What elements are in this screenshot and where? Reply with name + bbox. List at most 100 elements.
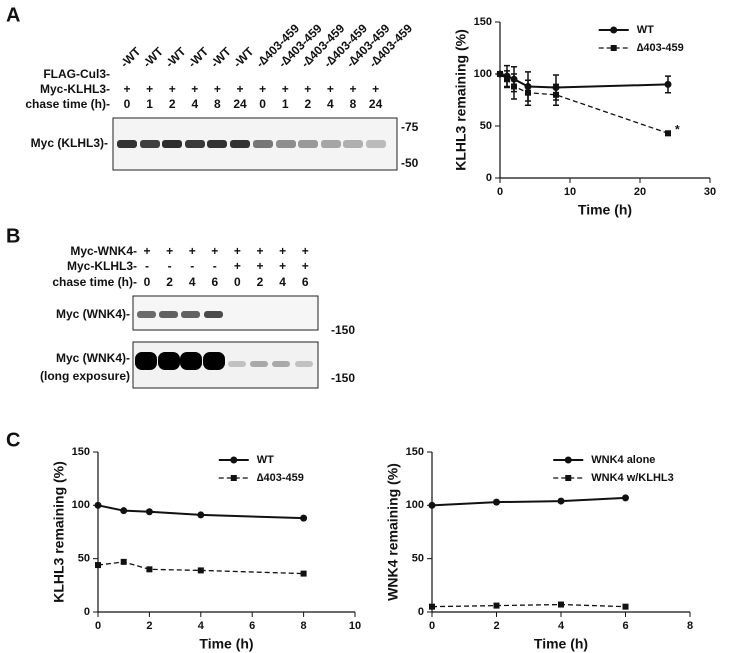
- band: [203, 352, 225, 370]
- marker: [493, 602, 500, 609]
- marker: [665, 130, 671, 137]
- band: [228, 361, 246, 367]
- lane-value: 2: [166, 275, 173, 289]
- band: [230, 140, 250, 148]
- marker: [429, 603, 435, 610]
- y-tick-label: 150: [72, 446, 90, 458]
- y-tick-label: 50: [412, 553, 424, 565]
- lane-value: 8: [214, 97, 221, 111]
- lane-value: 4: [191, 97, 198, 111]
- blot-images: [112, 117, 398, 389]
- marker: [95, 562, 101, 569]
- lane-value: 0: [234, 275, 241, 289]
- lane-value: +: [349, 82, 356, 96]
- lane-value: +: [236, 82, 243, 96]
- lane-label: -WT: [185, 44, 211, 70]
- lane-value: 24: [233, 97, 247, 111]
- legend-label: ∆403-459: [257, 472, 304, 484]
- series-line: [499, 73, 669, 134]
- marker: [525, 89, 531, 96]
- y-tick-label: 100: [72, 499, 90, 511]
- band: [343, 140, 363, 148]
- band: [253, 140, 273, 148]
- lane-value: +: [211, 244, 218, 258]
- y-tick-label: 100: [474, 68, 492, 80]
- panel-label: C: [6, 429, 20, 451]
- lane-value: +: [256, 259, 263, 273]
- blot-label: Myc (WNK4)-: [56, 307, 130, 321]
- legend-marker: [230, 456, 238, 464]
- lane-value: +: [304, 82, 311, 96]
- legend-label: WNK4 w/KLHL3: [591, 472, 674, 484]
- y-tick-label: 50: [78, 553, 90, 565]
- marker: [428, 501, 436, 509]
- row-label: Myc-KLHL3-: [40, 82, 110, 96]
- legend-label: WT: [257, 454, 274, 466]
- legend-marker: [565, 475, 572, 481]
- y-axis-label: KLHL3 remaining (%): [453, 29, 469, 171]
- band: [298, 140, 318, 148]
- y-axis-label: WNK4 remaining (%): [385, 463, 401, 601]
- lane-value: +: [191, 82, 198, 96]
- lane-value: +: [302, 244, 309, 258]
- marker: [557, 497, 565, 505]
- marker: [558, 601, 564, 608]
- band: [180, 352, 202, 370]
- marker: [664, 80, 672, 88]
- lane-value: +: [282, 82, 289, 96]
- band: [185, 140, 205, 148]
- lane-value: +: [146, 82, 153, 96]
- panel-label: B: [6, 225, 20, 247]
- marker: [511, 83, 517, 90]
- lane-value: 1: [282, 97, 289, 111]
- lane-value: +: [166, 244, 173, 258]
- row-label: FLAG-Cul3-: [43, 67, 110, 81]
- band: [272, 361, 290, 367]
- band: [250, 361, 268, 367]
- row-label: Myc-WNK4-: [70, 244, 137, 258]
- x-axis-label: Time (h): [199, 636, 253, 652]
- lane-value: +: [169, 82, 176, 96]
- legend-marker: [564, 456, 572, 464]
- panel-label: A: [6, 4, 20, 26]
- x-tick-label: 10: [349, 620, 361, 632]
- marker: [300, 514, 308, 522]
- lane-value: +: [302, 259, 309, 273]
- annotation: *: [675, 122, 680, 136]
- x-tick-label: 6: [249, 620, 255, 632]
- marker: [622, 494, 629, 502]
- marker: [622, 603, 629, 610]
- band: [276, 140, 296, 148]
- x-tick-label: 4: [198, 620, 205, 632]
- marker: [497, 71, 503, 77]
- legend-label: WT: [637, 24, 654, 36]
- legend-label: WNK4 alone: [591, 454, 655, 466]
- band: [181, 311, 200, 318]
- lane-label: -WT: [208, 44, 234, 70]
- y-tick-label: 150: [406, 446, 424, 458]
- y-tick-label: 50: [480, 120, 492, 132]
- lane-value: 0: [259, 97, 266, 111]
- x-tick-label: 6: [622, 620, 628, 632]
- row-label: Myc-KLHL3-: [67, 259, 137, 273]
- lane-value: +: [234, 244, 241, 258]
- lane-value: 24: [369, 97, 383, 111]
- lane-value: 2: [304, 97, 311, 111]
- lane-label: -WT: [163, 44, 189, 70]
- lane-value: 4: [327, 97, 334, 111]
- lane-value: -: [145, 259, 149, 273]
- lane-value: 6: [211, 275, 218, 289]
- x-tick-label: 8: [687, 620, 693, 632]
- y-tick-label: 150: [474, 16, 492, 28]
- lane-value: +: [372, 82, 379, 96]
- lane-value: 4: [189, 275, 196, 289]
- lane-value: +: [143, 244, 150, 258]
- lane-value: 1: [146, 97, 153, 111]
- lane-value: +: [234, 259, 241, 273]
- legend-marker: [610, 45, 617, 51]
- x-tick-label: 10: [564, 186, 576, 198]
- x-tick-label: 30: [704, 186, 716, 198]
- x-tick-label: 0: [497, 186, 503, 198]
- size-marker: -75: [401, 120, 419, 134]
